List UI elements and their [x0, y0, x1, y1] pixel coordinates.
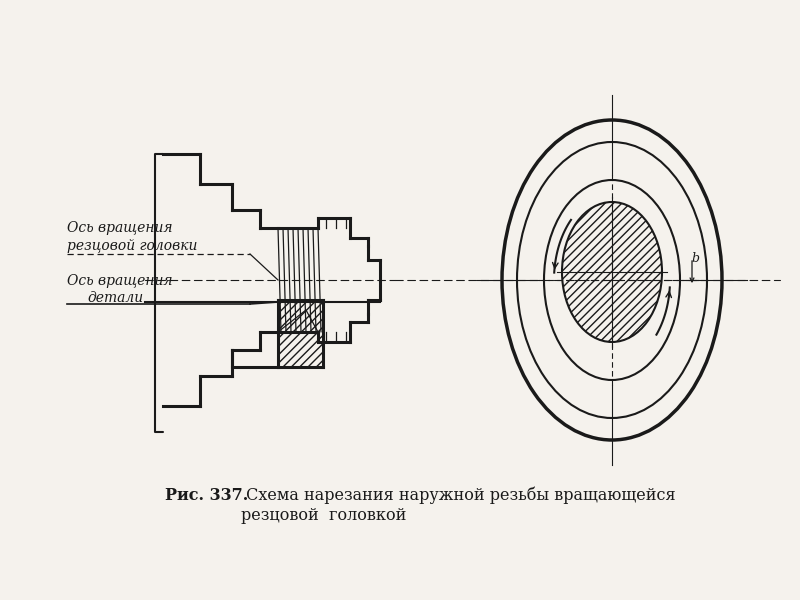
Ellipse shape — [562, 202, 662, 342]
Bar — [278, 300, 323, 367]
Text: Ось вращения: Ось вращения — [67, 274, 173, 288]
Text: Ось вращения: Ось вращения — [67, 221, 173, 235]
Text: Рис. 337.: Рис. 337. — [165, 487, 248, 504]
Text: b: b — [691, 252, 699, 265]
Ellipse shape — [544, 180, 680, 380]
Text: резцовой головки: резцовой головки — [67, 239, 198, 253]
Text: Схема нарезания наружной резьбы вращающейся: Схема нарезания наружной резьбы вращающе… — [241, 487, 676, 504]
Text: детали: детали — [87, 291, 143, 305]
Text: резцовой  головкой: резцовой головкой — [241, 507, 406, 524]
Ellipse shape — [517, 142, 707, 418]
